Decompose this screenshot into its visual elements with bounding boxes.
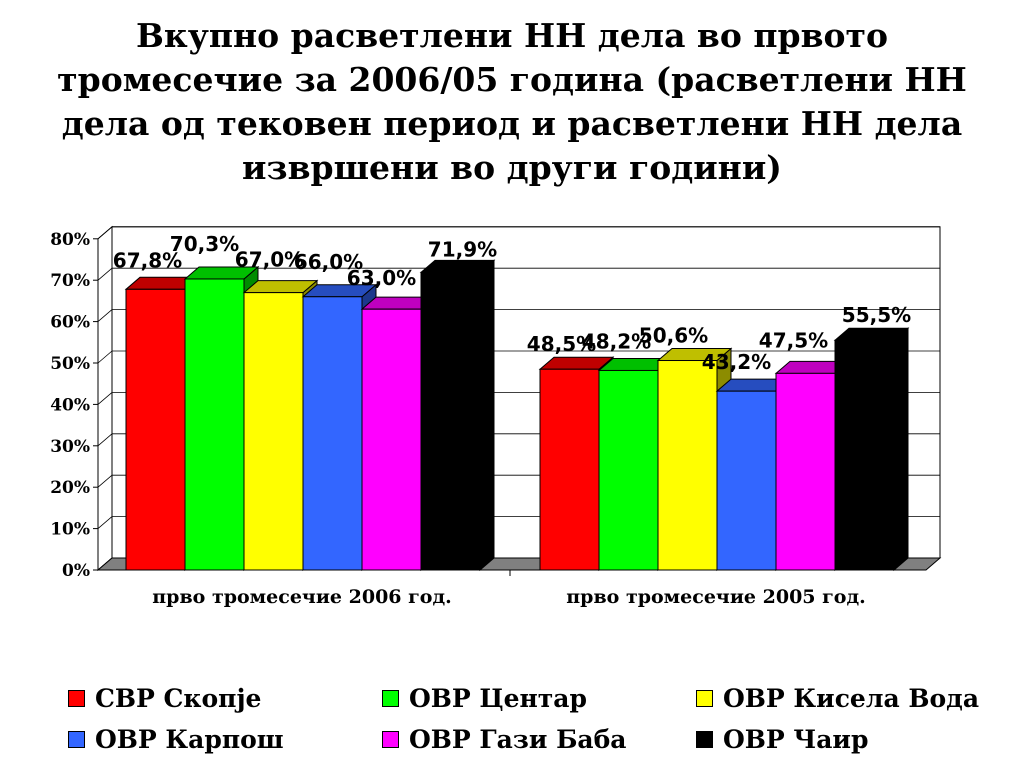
- title-line: Вкупно расветлени НН дела во првото: [136, 16, 888, 55]
- legend-swatch: [382, 690, 399, 707]
- legend-label: ОВР Центар: [409, 684, 587, 713]
- y-tick-label: 60%: [50, 313, 90, 333]
- legend-label: ОВР Гази Баба: [409, 725, 627, 754]
- chart-title: Вкупно расветлени НН дела во првото тром…: [40, 14, 984, 190]
- gridline-side: [97, 309, 113, 322]
- gridline-side: [97, 433, 113, 447]
- data-label: 63,0%: [347, 266, 416, 290]
- x-tick-label: прво тромесечие 2006 год.: [152, 586, 451, 608]
- y-tick-label: 0%: [62, 561, 90, 581]
- bar: [775, 372, 836, 571]
- data-label: 47,5%: [759, 328, 828, 352]
- legend-swatch: [382, 731, 399, 748]
- data-label: 48,2%: [582, 329, 651, 353]
- y-tick-label: 20%: [50, 478, 90, 498]
- title-line: тромесечие за 2006/05 година (расветлени…: [57, 60, 967, 99]
- data-label: 43,2%: [702, 350, 771, 374]
- gridline-side: [97, 267, 113, 281]
- legend-item-ovr-gazi-baba: ОВР Гази Баба: [382, 725, 627, 754]
- y-tick-label: 80%: [50, 230, 90, 250]
- bar-side: [893, 327, 909, 572]
- y-tick-label: 40%: [50, 395, 90, 415]
- title-line: дела од тековен период и расветлени НН д…: [61, 104, 963, 143]
- bar: [716, 390, 777, 571]
- bar: [598, 369, 659, 571]
- bar: [184, 278, 245, 571]
- legend-swatch: [68, 690, 85, 707]
- bar: [657, 360, 718, 571]
- bar: [834, 339, 895, 571]
- bar-side: [479, 259, 495, 572]
- legend-item-ovr-kisela-voda: ОВР Кисела Вода: [696, 684, 979, 713]
- legend-label: ОВР Чаир: [723, 725, 869, 754]
- data-label: 55,5%: [842, 303, 911, 327]
- title-line: извршени во други години): [242, 148, 782, 187]
- bar: [243, 292, 304, 571]
- gridline-side: [97, 350, 113, 364]
- data-label: 67,0%: [235, 248, 304, 272]
- legend-swatch: [696, 731, 713, 748]
- legend-label: ОВР Карпош: [95, 725, 284, 754]
- legend-swatch: [68, 731, 85, 748]
- y-tick-label: 30%: [50, 437, 90, 457]
- gridline-side: [97, 392, 113, 405]
- bar: [420, 271, 481, 571]
- x-tick-label: прво тромесечие 2005 год.: [566, 586, 865, 608]
- data-label: 71,9%: [428, 237, 497, 261]
- bar: [302, 296, 363, 571]
- y-tick-label: 70%: [50, 271, 90, 291]
- y-tick-label: 10%: [50, 520, 90, 540]
- bar: [125, 288, 186, 571]
- legend-label: ОВР Кисела Вода: [723, 684, 980, 713]
- data-label: 66,0%: [294, 250, 363, 274]
- gridline-side: [97, 516, 113, 529]
- legend-item-ovr-chair: ОВР Чаир: [696, 725, 868, 754]
- legend-swatch: [696, 690, 713, 707]
- data-label: 50,6%: [639, 324, 708, 348]
- bar: [361, 308, 422, 571]
- legend-item-ovr-centar: ОВР Центар: [382, 684, 587, 713]
- bar-chart: 0% 10% 20% 30% 40% 50% 60% 70% 80% 67,8%70,3%67,0…: [50, 225, 942, 608]
- data-label: 67,8%: [113, 248, 182, 272]
- gridline-side: [97, 474, 113, 488]
- y-tick-label: 50%: [50, 354, 90, 374]
- data-label: 48,5%: [527, 332, 596, 356]
- data-label: 70,3%: [170, 232, 239, 256]
- legend-item-svr-skopje: СВР Скопје: [68, 684, 261, 713]
- legend-label: СВР Скопје: [95, 684, 262, 713]
- legend-item-ovr-karposh: ОВР Карпош: [68, 725, 284, 754]
- bar: [539, 368, 600, 571]
